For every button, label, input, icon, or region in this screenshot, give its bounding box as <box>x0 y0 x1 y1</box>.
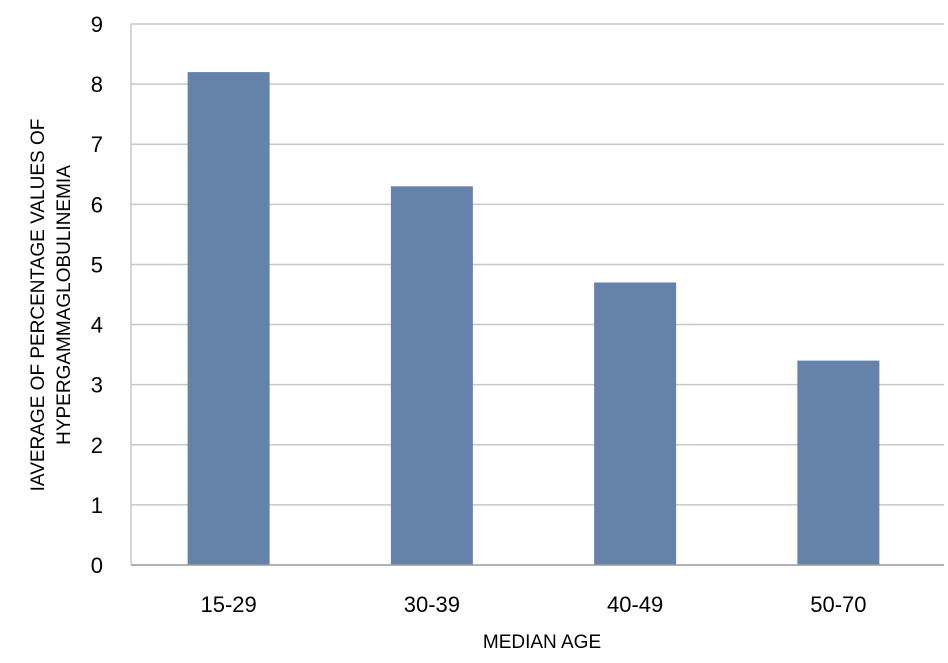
y-tick-label: 0 <box>91 553 103 578</box>
y-axis-title-line-2: HYPERGAMMAGLOBULINEMIA <box>54 165 75 445</box>
y-tick-label: 8 <box>91 72 103 97</box>
x-tick-label: 50-70 <box>810 592 866 617</box>
y-axis-title-line-1: IAVERAGE OF PERCENTAGE VALUES OF <box>28 119 49 492</box>
x-tick-label: 30-39 <box>404 592 460 617</box>
bar-15-29 <box>187 72 270 565</box>
axes <box>130 24 944 566</box>
y-axis-title: IAVERAGE OF PERCENTAGE VALUES OF HYPERGA… <box>28 119 75 492</box>
x-tick-label: 40-49 <box>607 592 663 617</box>
y-tick-label: 6 <box>91 192 103 217</box>
y-tick-label: 1 <box>91 493 103 518</box>
y-tick-labels: 0 1 2 3 4 5 6 7 8 9 <box>91 12 103 578</box>
y-tick-label: 9 <box>91 12 103 37</box>
bar-40-49 <box>594 282 677 565</box>
y-tick-label: 5 <box>91 252 103 277</box>
x-axis-title: MEDIAN AGE <box>483 632 601 653</box>
y-tick-label: 4 <box>91 313 103 338</box>
bars <box>187 72 880 566</box>
y-tick-label: 7 <box>91 132 103 157</box>
x-tick-label: 15-29 <box>200 592 256 617</box>
x-tick-labels: 15-29 30-39 40-49 50-70 <box>200 592 866 617</box>
bar-30-39 <box>390 186 473 566</box>
bar-50-70 <box>797 360 880 565</box>
y-tick-label: 2 <box>91 433 103 458</box>
y-tick-label: 3 <box>91 373 103 398</box>
